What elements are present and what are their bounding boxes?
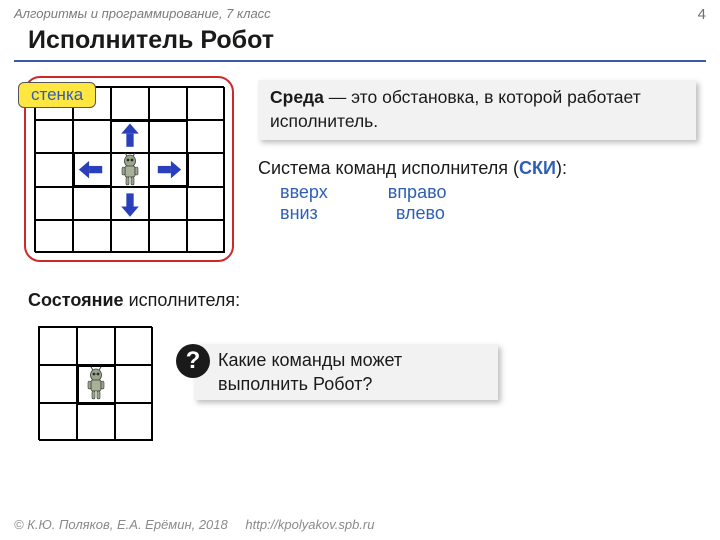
grid-cell bbox=[35, 153, 73, 186]
state-bold: Состояние bbox=[28, 290, 124, 310]
grid-main bbox=[34, 86, 224, 252]
header-course: Алгоритмы и программирование, 7 класс bbox=[14, 6, 271, 21]
grid-cell bbox=[73, 187, 111, 220]
grid-cell bbox=[187, 220, 225, 253]
cmd-left: влево bbox=[396, 203, 445, 224]
grid-cell bbox=[149, 87, 187, 120]
wall-vertical bbox=[72, 152, 75, 187]
ski-prefix: Система команд исполнителя ( bbox=[258, 158, 519, 178]
state-heading: Состояние исполнителя: bbox=[28, 290, 240, 311]
grid-cell bbox=[77, 327, 115, 365]
grid-cell bbox=[39, 327, 77, 365]
grid-cell bbox=[187, 87, 225, 120]
cmd-right: вправо bbox=[388, 182, 447, 203]
footer: © К.Ю. Поляков, Е.А. Ерёмин, 2018 http:/… bbox=[14, 517, 374, 532]
env-term: Среда bbox=[270, 87, 324, 107]
cmd-down: вниз bbox=[280, 203, 318, 223]
ski-line: Система команд исполнителя (СКИ): bbox=[258, 158, 567, 179]
arrow-down-icon bbox=[114, 189, 146, 218]
grid-state bbox=[38, 326, 152, 440]
grid-cell bbox=[77, 403, 115, 441]
grid-cell bbox=[115, 365, 153, 403]
wall-label: стенка bbox=[18, 82, 96, 108]
page-title: Исполнитель Робот bbox=[28, 26, 274, 55]
environment-definition-box: Среда — это обстановка, в которой работа… bbox=[258, 80, 696, 140]
grid-cell bbox=[149, 120, 187, 153]
arrow-up-icon bbox=[114, 122, 146, 151]
state-rest: исполнителя: bbox=[124, 290, 241, 310]
grid-cell bbox=[111, 220, 149, 253]
question-box: Какие команды может выполнить Робот? bbox=[194, 344, 498, 400]
grid-cell bbox=[111, 87, 149, 120]
arrow-left-icon bbox=[76, 155, 108, 184]
arrow-up bbox=[114, 122, 146, 156]
grid-cell bbox=[73, 120, 111, 153]
grid-cell bbox=[187, 120, 225, 153]
commands-list: вверх вправо вниз влево bbox=[280, 182, 446, 224]
arrow-right bbox=[152, 155, 184, 189]
arrow-left bbox=[76, 155, 108, 189]
arrow-down bbox=[114, 189, 146, 223]
wall-horizontal bbox=[76, 402, 116, 405]
question-badge: ? bbox=[176, 344, 210, 378]
cmd-up: вверх bbox=[280, 182, 328, 202]
grid-cell bbox=[35, 220, 73, 253]
grid-cell bbox=[39, 403, 77, 441]
grid-cell bbox=[115, 327, 153, 365]
robot-icon-wrap bbox=[82, 367, 110, 401]
ski-suffix: ): bbox=[556, 158, 567, 178]
grid-cell bbox=[73, 220, 111, 253]
arrow-right-icon bbox=[152, 155, 184, 184]
robot-icon-wrap bbox=[116, 153, 144, 187]
footer-url: http://kpolyakov.spb.ru bbox=[245, 517, 374, 532]
grid-cell bbox=[115, 403, 153, 441]
grid-cell bbox=[187, 153, 225, 186]
wall-vertical bbox=[76, 364, 79, 404]
env-text: — это обстановка, в которой работает исп… bbox=[270, 87, 641, 131]
title-rule bbox=[14, 60, 706, 62]
ski-abbr: СКИ bbox=[519, 158, 556, 178]
grid-cell bbox=[35, 187, 73, 220]
grid-cell bbox=[149, 220, 187, 253]
grid-cell bbox=[187, 187, 225, 220]
grid-cell bbox=[39, 365, 77, 403]
wall-vertical bbox=[186, 152, 189, 187]
robot-icon bbox=[82, 367, 110, 401]
footer-authors: © К.Ю. Поляков, Е.А. Ерёмин, 2018 bbox=[14, 517, 228, 532]
robot-icon bbox=[116, 153, 144, 187]
page-number: 4 bbox=[698, 6, 706, 23]
grid-cell bbox=[35, 120, 73, 153]
question-text: Какие команды может выполнить Робот? bbox=[218, 350, 402, 394]
grid-cell bbox=[149, 187, 187, 220]
